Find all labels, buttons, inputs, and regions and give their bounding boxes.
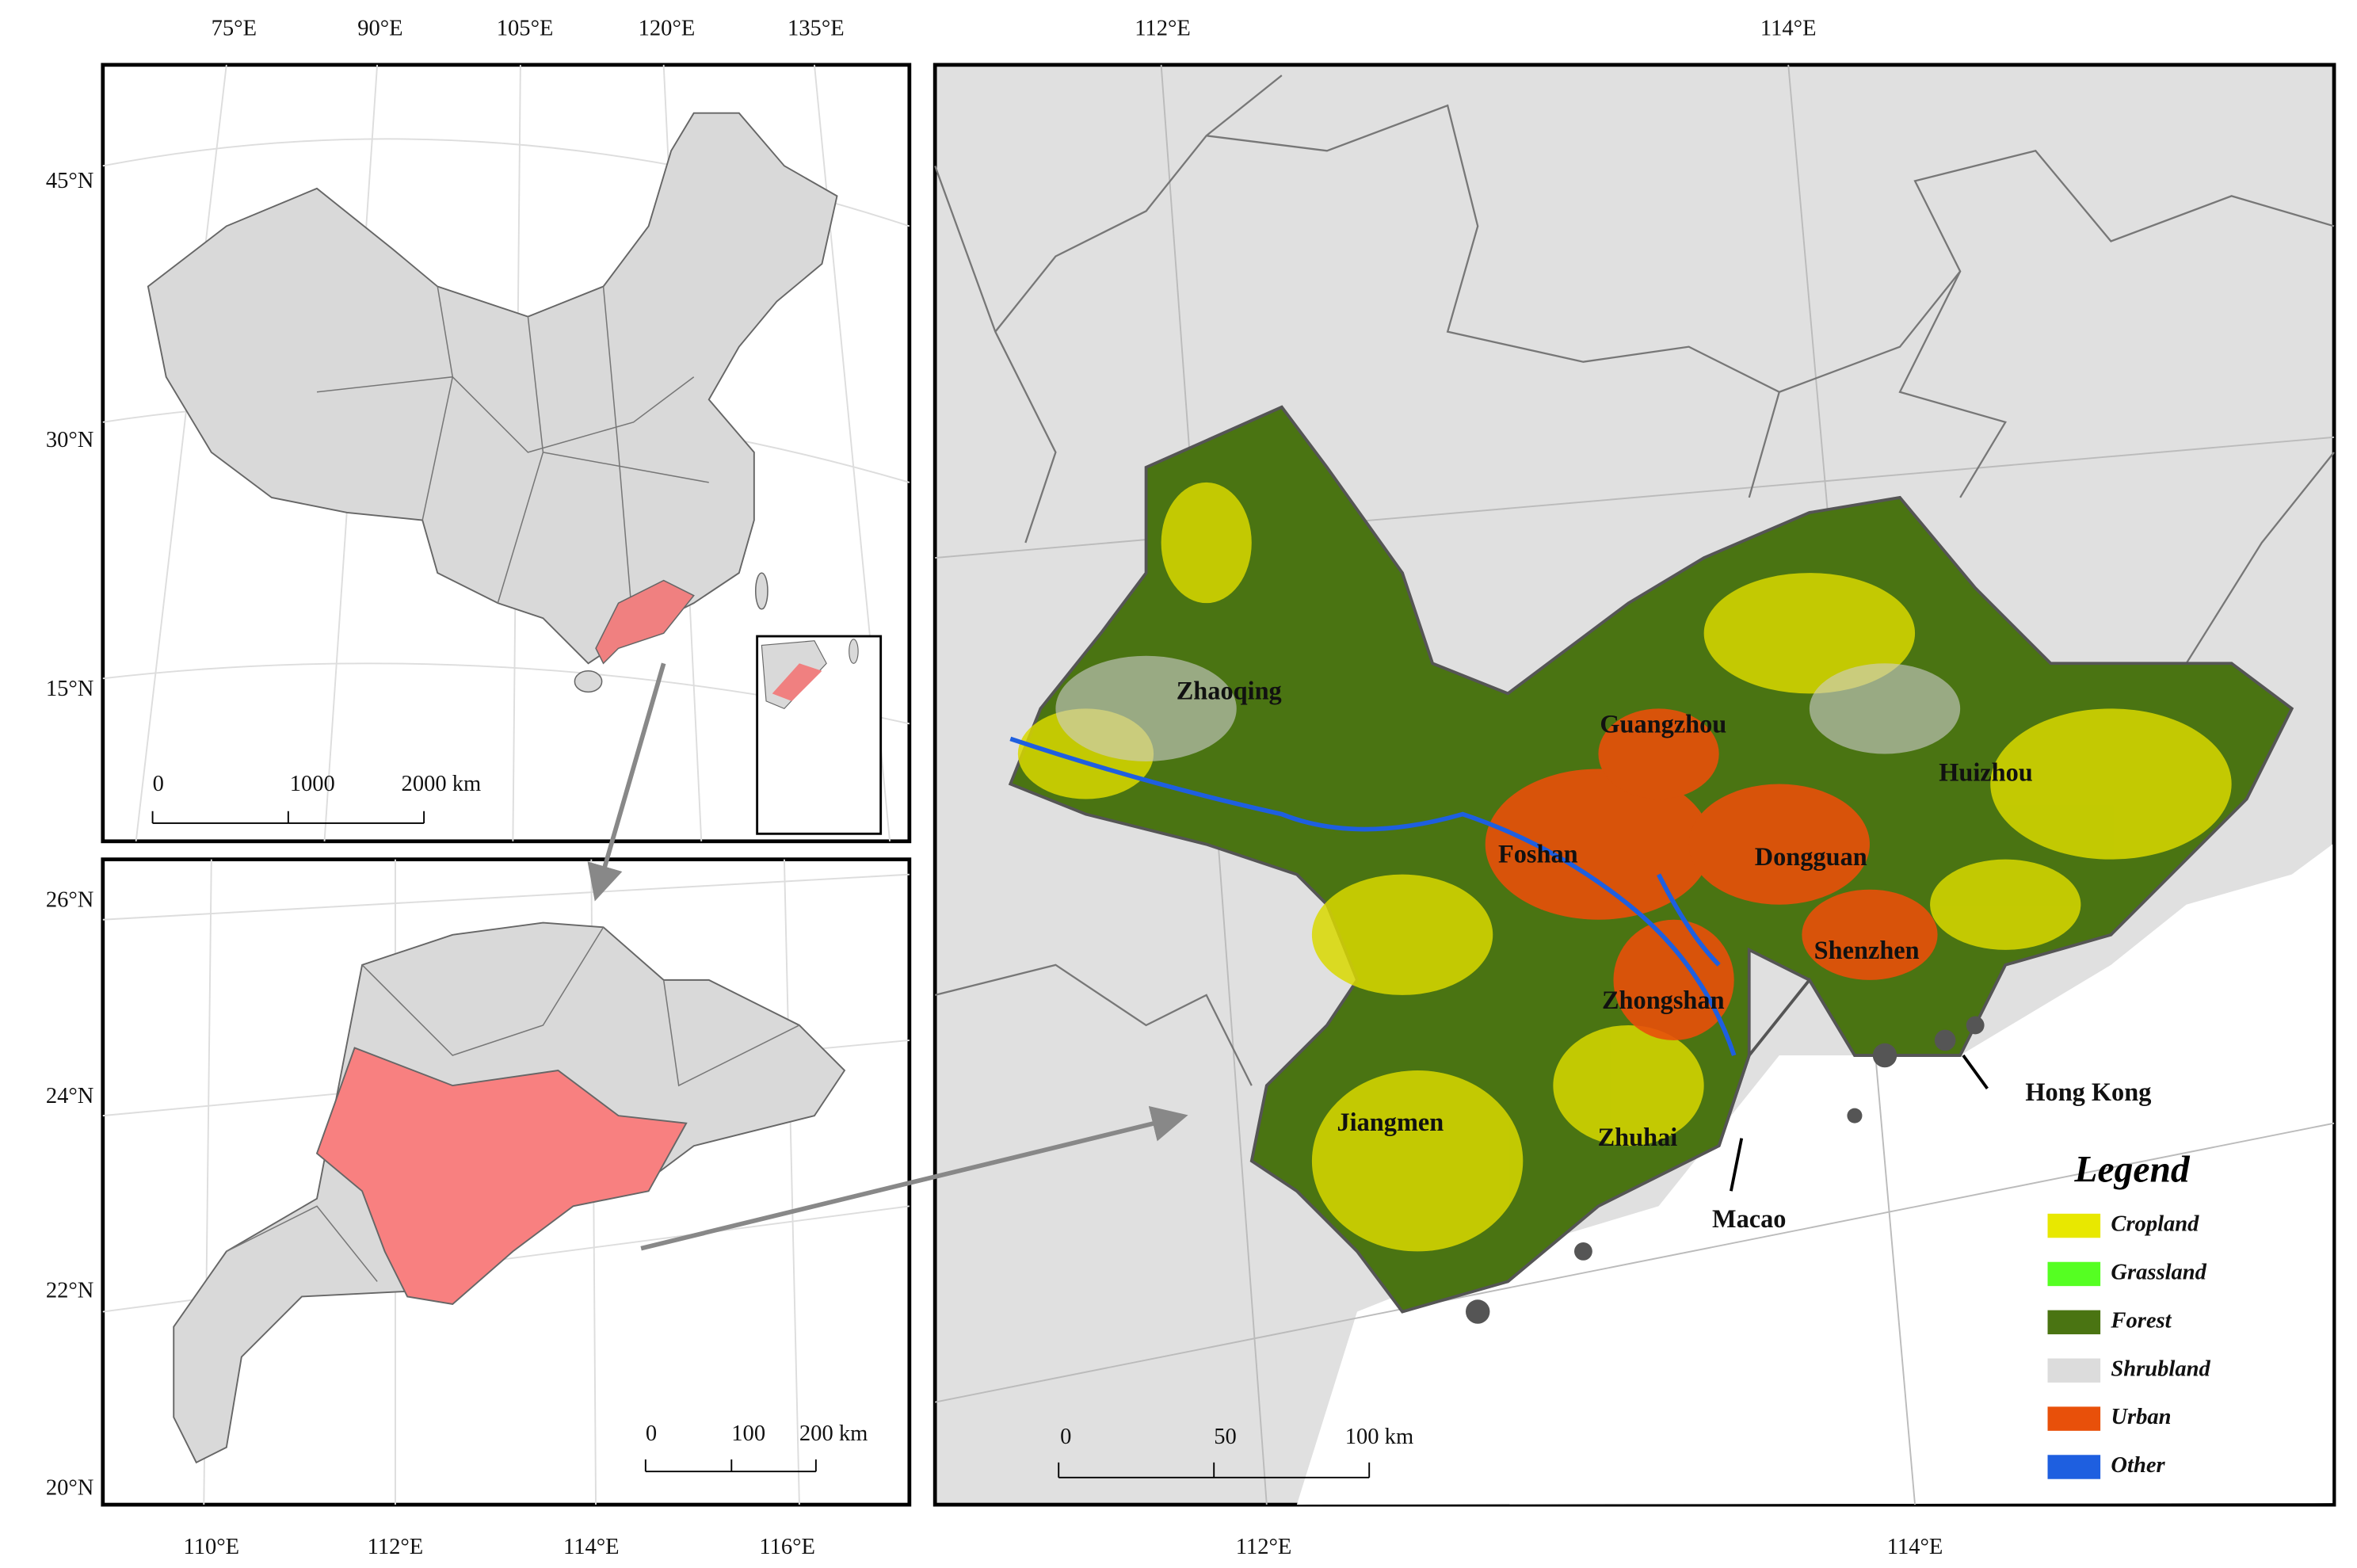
main-panel xyxy=(933,63,2336,1507)
legend-label: Shrubland xyxy=(2111,1356,2210,1381)
lon-label: 116°E xyxy=(759,1535,815,1559)
scale-label: 100 km xyxy=(1345,1425,1413,1449)
lon-label: 105°E xyxy=(497,17,554,41)
province-panel xyxy=(101,857,912,1507)
city-label: Hong Kong xyxy=(2025,1078,2151,1106)
lon-label: 135°E xyxy=(788,17,845,41)
city-label: Macao xyxy=(1712,1204,1786,1233)
city-label: Zhaoqing xyxy=(1177,677,1282,705)
lat-label: 15°N xyxy=(46,677,94,701)
city-label: Shenzhen xyxy=(1814,936,1920,964)
city-label: Zhongshan xyxy=(1602,986,1725,1014)
lon-label: 120°E xyxy=(639,17,696,41)
lon-label: 112°E xyxy=(368,1535,424,1559)
legend-title: Legend xyxy=(2073,1149,2191,1190)
legend-swatch xyxy=(2047,1213,2101,1238)
scale-label: 0 xyxy=(646,1421,657,1446)
scale-label: 100 xyxy=(731,1421,765,1446)
scale-label: 0 xyxy=(1060,1425,1071,1449)
lat-label: 45°N xyxy=(46,169,94,193)
lon-label: 114°E xyxy=(563,1535,620,1559)
legend-swatch xyxy=(2047,1406,2101,1431)
legend-swatch xyxy=(2047,1455,2101,1479)
lat-label: 26°N xyxy=(46,887,94,912)
scale-label: 200 km xyxy=(799,1421,868,1446)
arrow xyxy=(587,662,666,902)
overview-panel xyxy=(101,63,912,844)
arrow xyxy=(640,1105,1188,1251)
city-label: Jiangmen xyxy=(1337,1108,1444,1136)
city-label: Foshan xyxy=(1498,839,1578,868)
lon-label: 112°E xyxy=(1236,1535,1292,1559)
legend-swatch xyxy=(2047,1310,2101,1335)
lon-label: 75°E xyxy=(212,17,257,41)
lat-label: 22°N xyxy=(46,1278,94,1303)
lat-label: 20°N xyxy=(46,1476,94,1501)
city-label: Huizhou xyxy=(1939,758,2033,787)
lon-label: 90°E xyxy=(357,17,402,41)
scale-label: 2000 km xyxy=(402,772,482,796)
lon-label: 114°E xyxy=(1887,1535,1943,1559)
city-label: Zhuhai xyxy=(1598,1123,1678,1151)
legend-label: Cropland xyxy=(2111,1212,2199,1237)
lon-label: 110°E xyxy=(184,1535,240,1559)
scale-label: 50 xyxy=(1214,1425,1237,1449)
legend-swatch xyxy=(2047,1261,2101,1287)
legend-label: Grassland xyxy=(2111,1260,2206,1284)
lat-label: 24°N xyxy=(46,1084,94,1108)
scale-label: 1000 xyxy=(290,772,335,796)
city-label: Dongguan xyxy=(1755,842,1867,871)
legend-swatch xyxy=(2047,1358,2101,1383)
scale-label: 0 xyxy=(153,772,164,796)
legend-label: Other xyxy=(2111,1453,2165,1478)
lat-label: 30°N xyxy=(46,428,94,452)
legend-label: Urban xyxy=(2111,1405,2171,1429)
city-label: Guangzhou xyxy=(1600,710,1726,738)
lon-label: 114°E xyxy=(1760,17,1817,41)
legend-label: Forest xyxy=(2110,1308,2172,1333)
lon-label: 112°E xyxy=(1135,17,1191,41)
